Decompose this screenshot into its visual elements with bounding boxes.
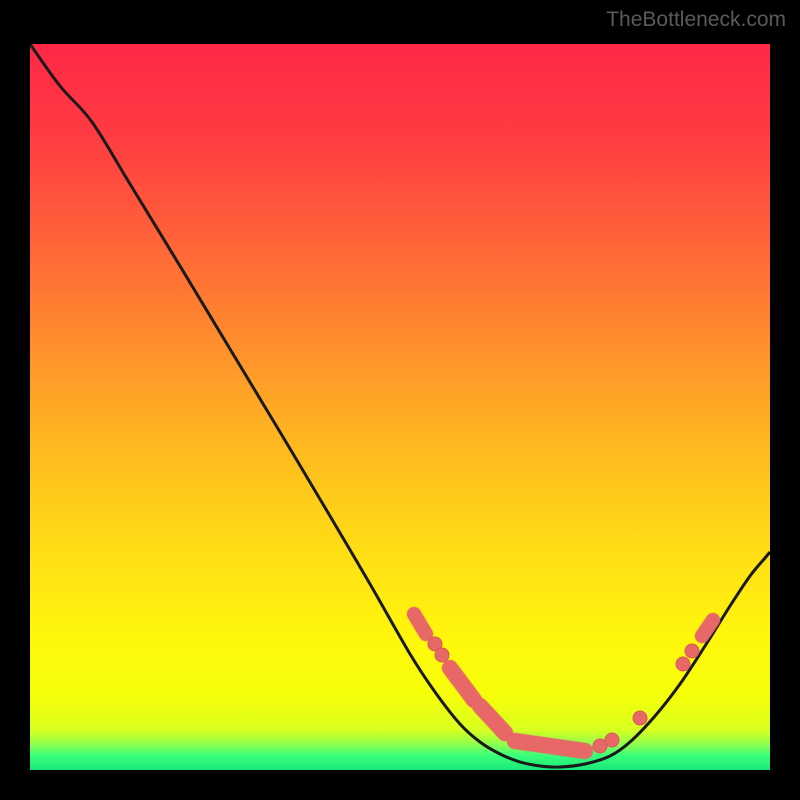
data-marker-cluster: [515, 741, 585, 751]
data-marker: [676, 657, 690, 671]
watermark-text: TheBottleneck.com: [606, 8, 786, 32]
chart-container: [30, 44, 770, 770]
data-marker: [685, 644, 699, 658]
chart-curve-layer: [30, 44, 770, 770]
data-marker: [633, 711, 647, 725]
data-marker-cluster: [450, 668, 474, 700]
data-marker-cluster: [702, 620, 713, 636]
bottleneck-curve: [30, 44, 770, 767]
data-marker: [605, 733, 619, 747]
data-markers: [414, 614, 713, 753]
data-marker-cluster: [480, 706, 505, 733]
